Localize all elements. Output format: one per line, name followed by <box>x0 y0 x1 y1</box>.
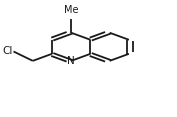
Text: Me: Me <box>64 5 78 15</box>
Text: Cl: Cl <box>2 46 13 57</box>
Text: N: N <box>67 56 75 66</box>
